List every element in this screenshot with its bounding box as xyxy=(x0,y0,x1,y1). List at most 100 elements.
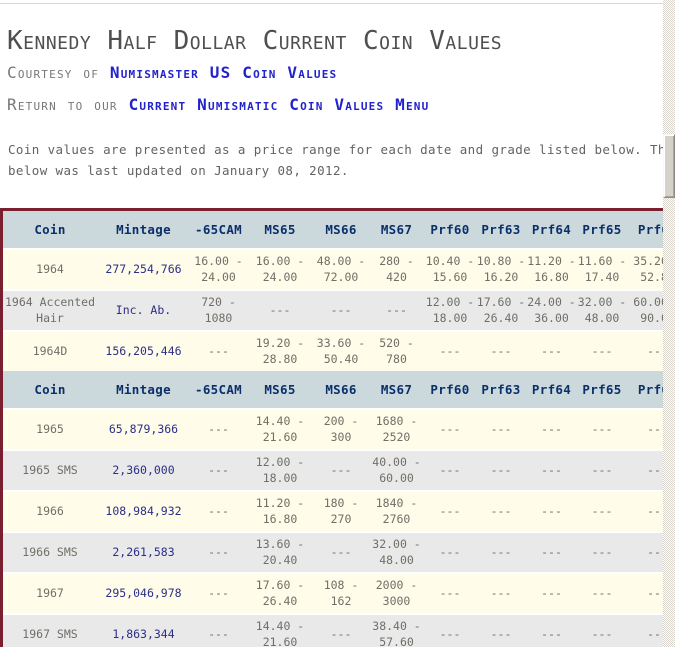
column-header-prf60: Prf60 xyxy=(424,371,476,409)
column-header-coin: Coin xyxy=(3,211,97,249)
value-cell: --- xyxy=(369,289,424,331)
value-cell: --- xyxy=(526,449,577,491)
value-cell: --- xyxy=(476,531,526,573)
column-header-coin: Coin xyxy=(3,371,97,409)
value-cell: 38.40 - 57.60 xyxy=(369,613,424,647)
intro-line-2: below was last updated on January 08, 20… xyxy=(8,163,349,178)
value-cell: --- xyxy=(424,572,476,614)
return-line: Return to our Current Numismatic Coin Va… xyxy=(7,95,675,114)
value-cell: 16.00 - 24.00 xyxy=(247,248,313,290)
value-cell: 11.60 - 17.40 xyxy=(577,248,627,290)
value-cell: --- xyxy=(476,408,526,450)
value-cell: --- xyxy=(577,531,627,573)
table-row: 1966 SMS 2,261,583 --- 13.60 - 20.40 --- 32.0… xyxy=(3,531,666,573)
value-cell: 48.00 - 72.00 xyxy=(313,248,369,290)
value-cell: 108 - 162 xyxy=(313,572,369,614)
value-cell: 520 - 780 xyxy=(369,330,424,371)
value-cell: --- xyxy=(526,408,577,450)
mintage-cell: 65,879,366 xyxy=(97,408,190,450)
menu-link[interactable]: Current Numismatic Coin Values Menu xyxy=(128,95,430,114)
column-header-prf64: Prf64 xyxy=(526,371,577,409)
value-cell: 60.00 - 90.00 xyxy=(627,289,666,331)
value-cell: 200 - 300 xyxy=(313,408,369,450)
coin-cell: 1965 xyxy=(3,408,97,450)
value-cell: --- xyxy=(190,613,247,647)
column-header-ms65: MS65 xyxy=(247,211,313,249)
column-header-prf66: Prf66 xyxy=(627,211,666,249)
column-header-prf63: Prf63 xyxy=(476,211,526,249)
value-cell: 17.60 - 26.40 xyxy=(476,289,526,331)
coin-cell: 1964D xyxy=(3,330,97,371)
column-header-prf65: Prf65 xyxy=(577,211,627,249)
coin-cell: 1964 xyxy=(3,248,97,290)
value-cell: --- xyxy=(313,531,369,573)
table-row: 1967 295,046,978 --- 17.60 - 26.40 108 - 162… xyxy=(3,572,666,614)
value-cell: 40.00 - 60.00 xyxy=(369,449,424,491)
value-cell: --- xyxy=(190,572,247,614)
value-cell: --- xyxy=(627,330,666,371)
value-cell: 10.80 - 16.20 xyxy=(476,248,526,290)
value-cell: --- xyxy=(476,449,526,491)
column-header-mintage: Mintage xyxy=(97,371,190,409)
mintage-cell: 277,254,766 xyxy=(97,248,190,290)
coin-cell: 1966 xyxy=(3,490,97,532)
value-cell: --- xyxy=(627,572,666,614)
value-cell: --- xyxy=(577,613,627,647)
value-cell: --- xyxy=(526,613,577,647)
table-row: 1964D 156,205,446 --- 19.20 - 28.80 33.60 - … xyxy=(3,330,666,371)
value-cell: --- xyxy=(476,490,526,532)
mintage-cell: 156,205,446 xyxy=(97,330,190,371)
column-header-65cam: -65CAM xyxy=(190,371,247,409)
coin-cell: 1964 Accented Hair xyxy=(3,289,97,331)
value-cell: 1840 - 2760 xyxy=(369,490,424,532)
intro-paragraph: Coin values are presented as a price ran… xyxy=(8,139,675,181)
value-cell: 720 - 1080 xyxy=(190,289,247,331)
column-header-ms66: MS66 xyxy=(313,211,369,249)
value-cell: 17.60 - 26.40 xyxy=(247,572,313,614)
value-cell: --- xyxy=(526,490,577,532)
value-cell: 11.20 - 16.80 xyxy=(526,248,577,290)
vertical-scrollbar[interactable] xyxy=(663,0,675,647)
coin-values-table: Coin Mintage -65CAM MS65 MS66 MS67 Prf60 Prf63 P… xyxy=(0,208,666,647)
value-cell: 35.20 - 52.80 xyxy=(627,248,666,290)
value-cell: --- xyxy=(577,449,627,491)
value-cell: 10.40 - 15.60 xyxy=(424,248,476,290)
value-cell: --- xyxy=(424,613,476,647)
value-cell: --- xyxy=(476,330,526,371)
value-cell: --- xyxy=(526,330,577,371)
value-cell: 14.40 - 21.60 xyxy=(247,613,313,647)
column-header-65cam: -65CAM xyxy=(190,211,247,249)
column-header-ms66: MS66 xyxy=(313,371,369,409)
value-cell: --- xyxy=(577,572,627,614)
courtesy-line: Courtesy of Numismaster US Coin Values xyxy=(7,63,675,82)
mintage-cell: 2,360,000 xyxy=(97,449,190,491)
mintage-cell: 295,046,978 xyxy=(97,572,190,614)
column-header-prf65: Prf65 xyxy=(577,371,627,409)
value-cell: 16.00 - 24.00 xyxy=(190,248,247,290)
table-row: 1966 108,984,932 --- 11.20 - 16.80 180 - 270… xyxy=(3,490,666,532)
value-cell: 19.20 - 28.80 xyxy=(247,330,313,371)
value-cell: --- xyxy=(313,289,369,331)
column-header-prf63: Prf63 xyxy=(476,371,526,409)
table-row: 1964 277,254,766 16.00 - 24.00 16.00 - 24.0… xyxy=(3,248,666,290)
scrollbar-thumb[interactable] xyxy=(663,134,675,198)
value-cell: --- xyxy=(190,449,247,491)
value-cell: --- xyxy=(313,613,369,647)
value-cell: --- xyxy=(424,490,476,532)
value-cell: --- xyxy=(476,572,526,614)
value-cell: --- xyxy=(627,449,666,491)
numismaster-link[interactable]: Numismaster US Coin Values xyxy=(109,63,338,82)
value-cell: --- xyxy=(476,613,526,647)
value-cell: --- xyxy=(190,490,247,532)
value-cell: 24.00 - 36.00 xyxy=(526,289,577,331)
column-header-prf66: Prf66 xyxy=(627,371,666,409)
coin-cell: 1965 SMS xyxy=(3,449,97,491)
value-cell: --- xyxy=(627,531,666,573)
page-header: Kennedy Half Dollar Current Coin Values … xyxy=(0,0,675,114)
table-row: 1967 SMS 1,863,344 --- 14.40 - 21.60 --- 38.4… xyxy=(3,613,666,647)
coin-cell: 1967 SMS xyxy=(3,613,97,647)
page-title: Kennedy Half Dollar Current Coin Values xyxy=(7,26,503,56)
value-cell: 11.20 - 16.80 xyxy=(247,490,313,532)
courtesy-prefix: Courtesy of xyxy=(7,63,110,82)
value-cell: --- xyxy=(577,490,627,532)
